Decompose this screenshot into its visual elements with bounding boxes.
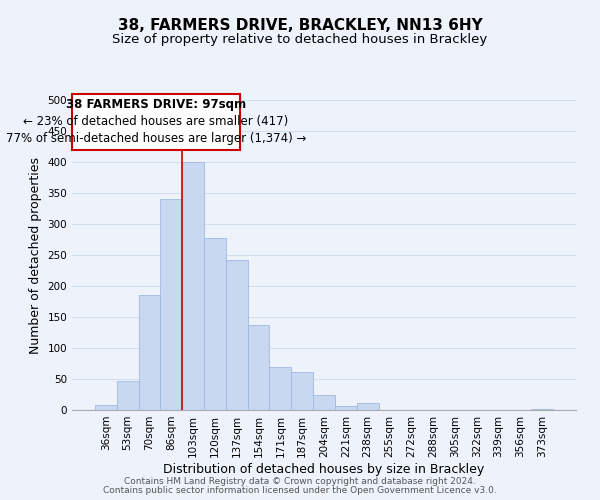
X-axis label: Distribution of detached houses by size in Brackley: Distribution of detached houses by size … bbox=[163, 462, 485, 475]
Text: Size of property relative to detached houses in Brackley: Size of property relative to detached ho… bbox=[112, 32, 488, 46]
Bar bbox=[204, 238, 226, 410]
Bar bbox=[313, 394, 335, 410]
Y-axis label: Number of detached properties: Number of detached properties bbox=[29, 156, 42, 354]
Bar bbox=[291, 372, 313, 410]
Bar bbox=[335, 406, 357, 410]
Text: 77% of semi-detached houses are larger (1,374) →: 77% of semi-detached houses are larger (… bbox=[6, 132, 306, 145]
Bar bbox=[531, 409, 553, 410]
Text: Contains HM Land Registry data © Crown copyright and database right 2024.: Contains HM Land Registry data © Crown c… bbox=[124, 477, 476, 486]
Bar bbox=[226, 260, 248, 410]
FancyBboxPatch shape bbox=[72, 94, 240, 150]
Bar bbox=[357, 402, 379, 410]
Bar bbox=[139, 296, 160, 410]
Text: 38 FARMERS DRIVE: 97sqm: 38 FARMERS DRIVE: 97sqm bbox=[66, 98, 246, 112]
Text: Contains public sector information licensed under the Open Government Licence v3: Contains public sector information licen… bbox=[103, 486, 497, 495]
Bar bbox=[95, 405, 117, 410]
Bar bbox=[182, 162, 204, 410]
Bar bbox=[269, 366, 291, 410]
Bar bbox=[248, 325, 269, 410]
Bar bbox=[117, 381, 139, 410]
Text: 38, FARMERS DRIVE, BRACKLEY, NN13 6HY: 38, FARMERS DRIVE, BRACKLEY, NN13 6HY bbox=[118, 18, 482, 32]
Text: ← 23% of detached houses are smaller (417): ← 23% of detached houses are smaller (41… bbox=[23, 116, 289, 128]
Bar bbox=[160, 199, 182, 410]
